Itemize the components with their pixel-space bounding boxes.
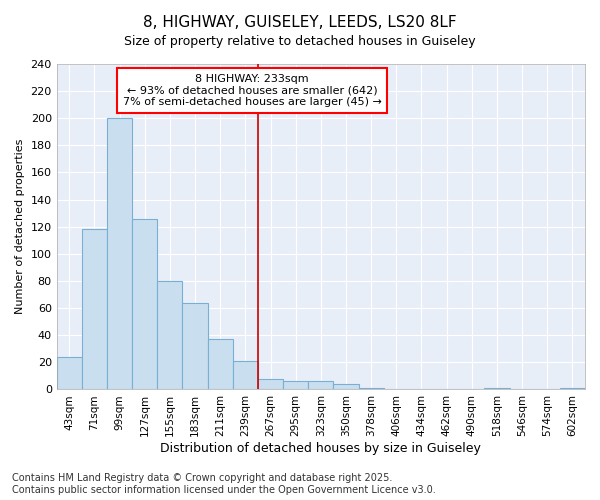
Bar	[82, 230, 107, 390]
Text: 8 HIGHWAY: 233sqm
← 93% of detached houses are smaller (642)
7% of semi-detached: 8 HIGHWAY: 233sqm ← 93% of detached hous…	[123, 74, 382, 107]
Bar	[233, 361, 258, 390]
Text: 8, HIGHWAY, GUISELEY, LEEDS, LS20 8LF: 8, HIGHWAY, GUISELEY, LEEDS, LS20 8LF	[143, 15, 457, 30]
Y-axis label: Number of detached properties: Number of detached properties	[15, 139, 25, 314]
Bar	[334, 384, 359, 390]
Bar	[157, 281, 182, 390]
Bar	[560, 388, 585, 390]
Bar	[208, 340, 233, 390]
Bar	[359, 388, 384, 390]
Bar	[56, 357, 82, 390]
Bar	[258, 378, 283, 390]
Bar	[132, 218, 157, 390]
Bar	[484, 388, 509, 390]
Bar	[283, 382, 308, 390]
Bar	[308, 382, 334, 390]
Bar	[107, 118, 132, 390]
Text: Contains HM Land Registry data © Crown copyright and database right 2025.
Contai: Contains HM Land Registry data © Crown c…	[12, 474, 436, 495]
X-axis label: Distribution of detached houses by size in Guiseley: Distribution of detached houses by size …	[160, 442, 481, 455]
Bar	[182, 302, 208, 390]
Text: Size of property relative to detached houses in Guiseley: Size of property relative to detached ho…	[124, 35, 476, 48]
